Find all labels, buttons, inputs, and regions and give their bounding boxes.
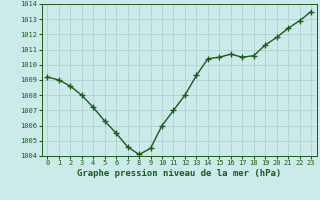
X-axis label: Graphe pression niveau de la mer (hPa): Graphe pression niveau de la mer (hPa) [77,169,281,178]
